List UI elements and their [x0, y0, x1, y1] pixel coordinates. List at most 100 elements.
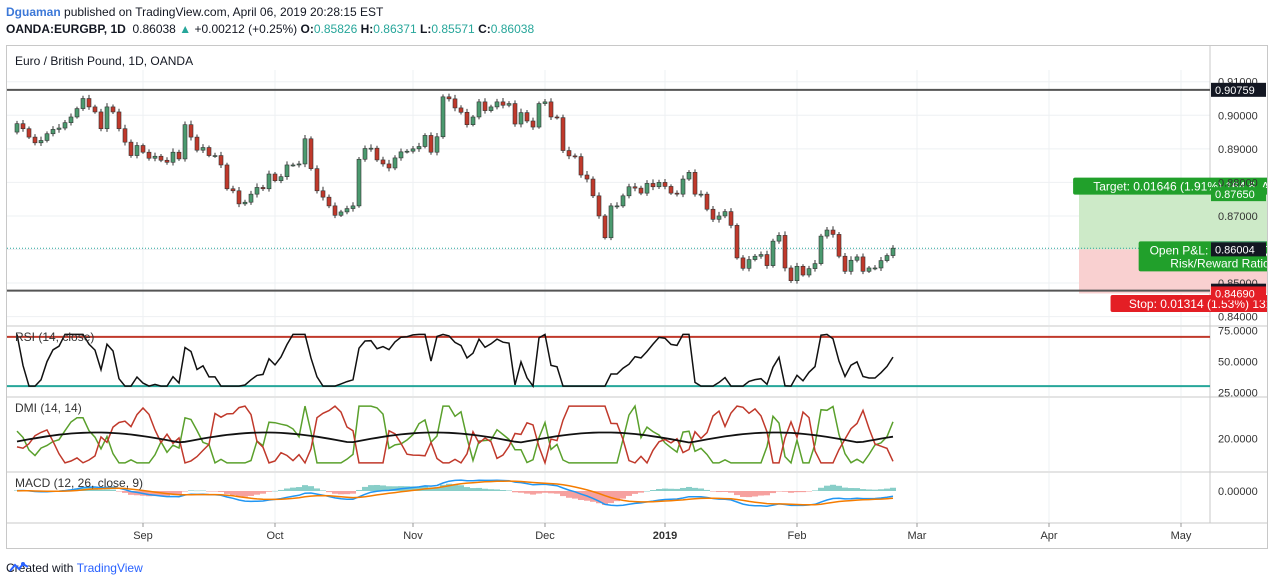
macd-histogram-bar [818, 487, 824, 491]
macd-histogram-bar [512, 491, 518, 493]
candle-body [392, 157, 398, 169]
price-axis-label: 0.86004 [1215, 244, 1255, 256]
author-name[interactable]: Dguaman [6, 5, 61, 19]
candle-body [806, 268, 812, 276]
candle-body [32, 136, 38, 144]
macd-histogram-bar [866, 489, 872, 491]
candle-body [92, 106, 98, 113]
candle-body [770, 240, 776, 266]
macd-histogram-bar [320, 490, 326, 491]
macd-histogram-bar [200, 490, 206, 492]
macd-histogram-bar [710, 491, 716, 492]
candle-body [650, 183, 656, 188]
macd-histogram-bar [188, 490, 194, 491]
macd-histogram-bar [506, 490, 512, 491]
candle-body [350, 205, 356, 209]
high-value: 0.86371 [373, 22, 417, 36]
chart-container[interactable]: Target: 0.01646 (1.91%) 164.6, Amount: 1… [6, 45, 1268, 549]
candle-body [212, 155, 218, 157]
high-label: H: [360, 22, 374, 36]
candle-body [560, 117, 566, 151]
macd-histogram-bar [296, 487, 302, 491]
target-zone [1079, 194, 1267, 250]
macd-histogram-bar [734, 491, 740, 496]
candle-body [722, 211, 728, 217]
candle-body [626, 186, 632, 197]
macd-histogram-bar [362, 486, 368, 491]
candle-body [602, 215, 608, 239]
candle-body [608, 205, 614, 239]
macd-histogram-bar [860, 489, 866, 491]
macd-histogram-bar [302, 485, 308, 491]
macd-histogram-bar [668, 488, 674, 491]
macd-histogram-bar [746, 491, 752, 498]
candle-body [698, 193, 704, 196]
chart-svg[interactable]: Target: 0.01646 (1.91%) 164.6, Amount: 1… [7, 46, 1267, 548]
macd-histogram-bar [842, 487, 848, 491]
macd-histogram-bar [74, 488, 80, 491]
candle-body [818, 235, 824, 264]
candle-body [644, 183, 650, 194]
macd-histogram-bar [854, 488, 860, 491]
macd-histogram-bar [242, 491, 248, 497]
macd-histogram-bar [176, 491, 182, 495]
publish-info: published on TradingView.com, April 06, … [64, 5, 384, 19]
price-tick-label: 0.87000 [1218, 211, 1258, 223]
candle-body [872, 267, 878, 270]
price-axis-label-box [1211, 82, 1266, 97]
candle-body [422, 135, 428, 147]
candle-body [230, 188, 236, 192]
macd-histogram-bar [470, 488, 476, 491]
rsi-tick-label: 50.0000 [1218, 357, 1258, 369]
time-axis-label: Sep [133, 530, 153, 542]
macd-histogram-bar [692, 487, 698, 491]
candles [14, 93, 896, 284]
candle-body [38, 140, 44, 144]
candle-body [614, 205, 620, 208]
candle-body [632, 186, 638, 189]
candle-body [62, 122, 68, 129]
macd-histogram-bar [806, 491, 812, 492]
candle-body [620, 195, 626, 207]
macd-histogram-bar [650, 490, 656, 491]
candle-body [266, 173, 272, 190]
candle-body [272, 173, 278, 182]
candle-body [440, 96, 446, 138]
candle-body [254, 187, 260, 195]
candle-body [488, 106, 494, 111]
candle-body [752, 255, 758, 260]
price-axis-label: 0.84690 [1215, 288, 1255, 300]
candle-body [578, 156, 584, 176]
macd-histogram-bar [566, 491, 572, 498]
candle-body [326, 196, 332, 207]
candle-body [362, 148, 368, 160]
candle-body [368, 147, 374, 150]
time-axis-label: Oct [266, 530, 283, 542]
candle-body [260, 187, 266, 190]
candle-body [794, 265, 800, 282]
candle-body [332, 205, 338, 216]
candle-body [482, 101, 488, 111]
close-label: C: [478, 22, 491, 36]
tradingview-brand[interactable]: TradingView [76, 561, 143, 575]
macd-histogram-bar [194, 490, 200, 492]
tradingview-logo-icon [9, 562, 29, 572]
candle-body [584, 174, 590, 180]
candle-body [854, 256, 860, 261]
macd-histogram-bar [218, 491, 224, 492]
macd-histogram-bar [260, 491, 266, 494]
macd-histogram-bar [824, 485, 830, 491]
macd-histogram-bar [536, 491, 542, 494]
macd-histogram-bar [548, 491, 554, 494]
macd-histogram-bar [380, 485, 386, 491]
candle-body [776, 235, 782, 242]
macd-histogram-bar [848, 488, 854, 491]
candle-body [308, 138, 314, 169]
macd-histogram-bar [578, 491, 584, 501]
candle-body [380, 159, 386, 165]
macd-histogram-bar [266, 491, 272, 492]
ohlc-line: OANDA:EURGBP, 1D 0.86038 ▲ +0.00212 (+0.… [6, 22, 534, 36]
candle-body [596, 195, 602, 217]
macd-histogram-bar [308, 486, 314, 491]
macd-histogram-bar [518, 491, 524, 493]
